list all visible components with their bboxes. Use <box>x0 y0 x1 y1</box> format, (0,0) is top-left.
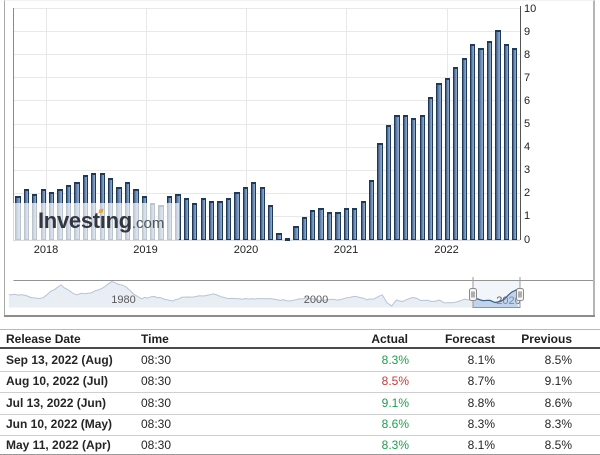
svg-text:1980: 1980 <box>111 294 135 306</box>
svg-text:2000: 2000 <box>304 294 328 306</box>
svg-text:2020: 2020 <box>496 295 520 307</box>
